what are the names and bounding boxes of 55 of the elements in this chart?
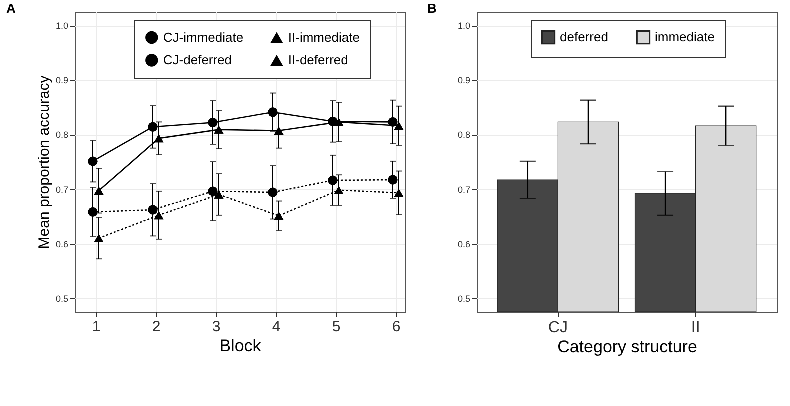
point [334, 186, 344, 194]
point [154, 134, 164, 143]
x-tick-label: CJ [548, 320, 568, 336]
point [154, 211, 164, 220]
x-axis-title: Category structure [558, 338, 698, 356]
point [88, 156, 98, 166]
y-tick-label: 0.7 [458, 184, 470, 195]
point [268, 188, 278, 198]
y-tick-label: 1.0 [56, 21, 68, 32]
y-tick-label: 0.5 [56, 294, 68, 304]
x-tick-label: II [691, 320, 700, 336]
legend-label: CJ-immediate [163, 30, 244, 45]
point [88, 207, 98, 217]
legend-label: immediate [655, 30, 715, 45]
x-tick-label: 6 [392, 318, 401, 336]
point [388, 175, 398, 185]
y-tick-label: 1.0 [458, 21, 470, 32]
y-tick-label: 0.5 [458, 294, 470, 304]
point [94, 186, 104, 196]
point [388, 117, 398, 127]
x-tick-label: 1 [92, 318, 101, 336]
legend-label: CJ-deferred [163, 52, 232, 68]
legend-label: II-deferred [288, 52, 348, 68]
point [214, 126, 224, 134]
point [208, 186, 218, 196]
chart-title: B [427, 1, 437, 16]
y-axis-title: Mean proportion accuracy [36, 75, 53, 250]
point [328, 116, 338, 126]
point [268, 108, 278, 118]
legend-label: II-immediate [288, 30, 360, 45]
x-tick-label: 5 [332, 318, 341, 336]
y-tick-label: 0.8 [458, 130, 470, 140]
y-tick-label: 0.6 [56, 239, 68, 250]
x-tick-label: 2 [152, 318, 161, 336]
legend-label: deferred [560, 30, 608, 45]
y-tick-label: 0.8 [56, 130, 68, 140]
point [394, 188, 404, 198]
point [148, 205, 158, 215]
point [94, 234, 104, 242]
y-tick-label: 0.7 [56, 184, 68, 195]
x-tick-label: 4 [272, 318, 281, 336]
point [148, 122, 158, 132]
point [214, 190, 224, 199]
x-axis-title: Block [220, 336, 262, 356]
point [274, 126, 284, 136]
point [334, 118, 344, 126]
point [274, 212, 284, 220]
point [328, 176, 338, 186]
y-tick-label: 0.6 [458, 239, 470, 250]
point [394, 122, 404, 130]
x-tick-label: 3 [212, 318, 221, 336]
y-tick-label: 0.9 [56, 76, 68, 86]
chart-title: A [6, 1, 16, 16]
point [208, 118, 218, 128]
y-tick-label: 0.9 [458, 76, 470, 86]
